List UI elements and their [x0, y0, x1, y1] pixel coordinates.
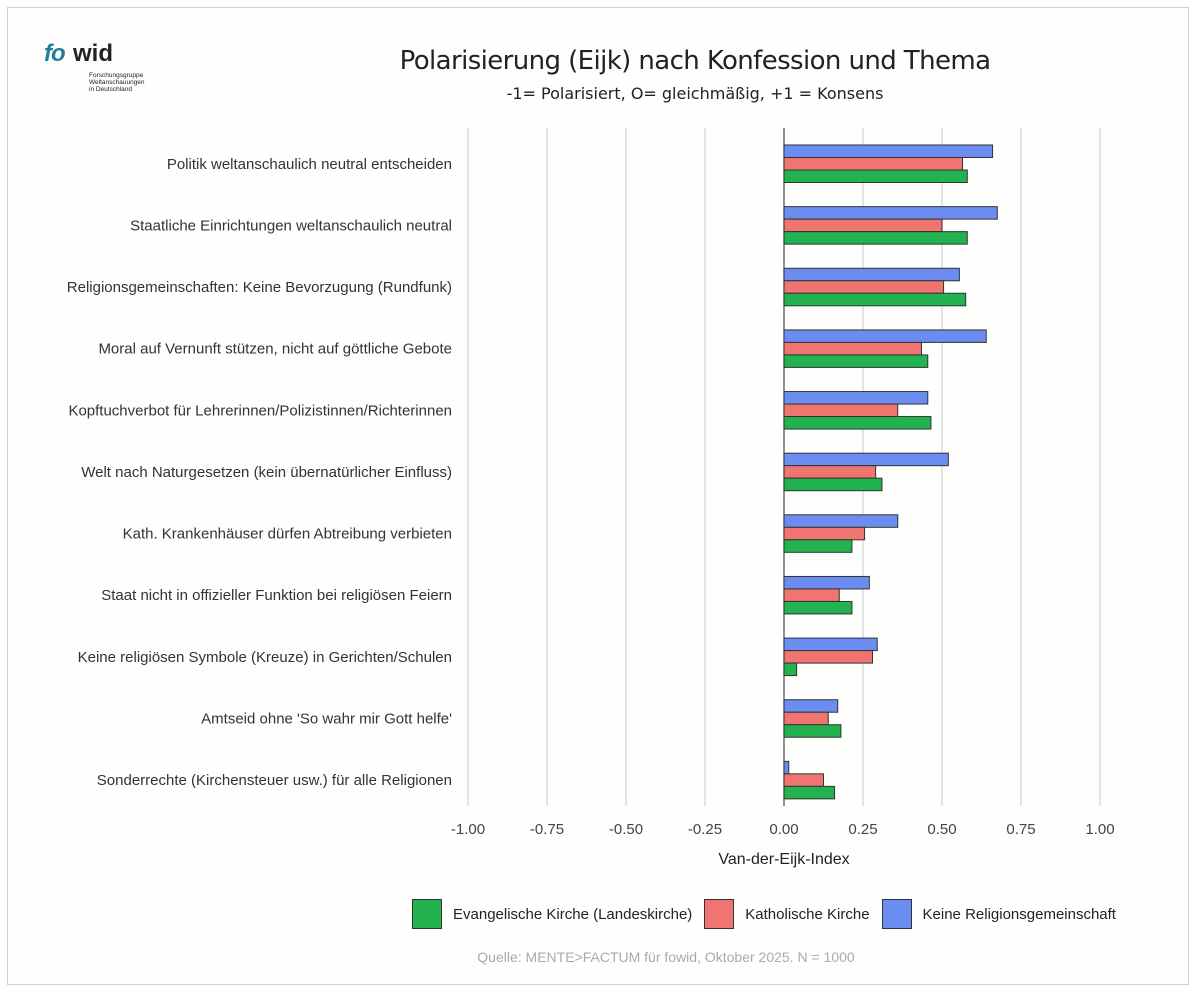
chart-subtitle: -1= Polarisiert, O= gleichmäßig, +1 = Ko… — [506, 84, 884, 103]
bar-katholische-kirche — [783, 218, 943, 233]
bar-katholische-kirche — [783, 773, 824, 787]
bar-keine-religionsgemeinschaft — [783, 329, 987, 343]
bar-evangelische-kirche-landeskirche — [783, 416, 932, 430]
bar-keine-religionsgemeinschaft — [783, 452, 949, 467]
x-tick-label: 1.00 — [1085, 821, 1114, 838]
source-note: Quelle: MENTE>FACTUM für fowid, Oktober … — [477, 949, 855, 965]
bar-evangelische-kirche-landeskirche — [783, 724, 842, 738]
x-tick-label: -0.50 — [609, 821, 643, 838]
bar-katholische-kirche — [783, 526, 866, 541]
bar-katholische-kirche — [783, 465, 877, 479]
legend-label: Katholische Kirche — [745, 905, 870, 923]
legend-label: Keine Religionsgemeinschaft — [922, 905, 1116, 923]
category-label: Sonderrechte (Kirchensteuer usw.) für al… — [97, 772, 452, 789]
bar-evangelische-kirche-landeskirche — [783, 785, 836, 800]
bar-keine-religionsgemeinschaft — [783, 760, 790, 775]
legend-swatch — [704, 899, 735, 929]
fowid-logo: fo wid Forschungsgruppe Weltanschauungen… — [44, 40, 154, 102]
legend-item: Keine Religionsgemeinschaft — [881, 899, 1116, 929]
bar-katholische-kirche — [783, 711, 829, 726]
category-label: Staat nicht in offizieller Funktion bei … — [101, 587, 452, 604]
category-label: Kopftuchverbot für Lehrerinnen/Polizisti… — [68, 402, 452, 419]
chart-title: Polarisierung (Eijk) nach Konfession und… — [399, 46, 991, 76]
legend-label: Evangelische Kirche (Landeskirche) — [453, 905, 693, 923]
bar-katholische-kirche — [783, 280, 945, 294]
bar-katholische-kirche — [783, 157, 964, 171]
bar-evangelische-kirche-landeskirche — [783, 600, 853, 615]
chart-legend: Evangelische Kirche (Landeskirche) Kathol… — [412, 898, 1128, 930]
logo-sub-line: Forschungsgruppe — [89, 72, 144, 79]
logo-sub-line: in Deutschland — [89, 86, 132, 93]
bar-evangelische-kirche-landeskirche — [783, 477, 883, 492]
x-tick-label: 0.75 — [1006, 821, 1035, 838]
legend-item: Katholische Kirche — [704, 899, 870, 929]
category-label: Moral auf Vernunft stützen, nicht auf gö… — [98, 341, 452, 358]
legend-swatch — [412, 899, 442, 929]
bar-keine-religionsgemeinschaft — [783, 699, 839, 713]
bar-evangelische-kirche-landeskirche — [783, 169, 968, 183]
bar-katholische-kirche — [783, 588, 840, 602]
category-label: Keine religiösen Symbole (Kreuze) in Ger… — [78, 649, 452, 666]
category-label: Politik weltanschaulich neutral entschei… — [167, 156, 452, 173]
logo-wid-text: wid — [73, 40, 113, 67]
bar-evangelische-kirche-landeskirche — [783, 231, 968, 245]
bar-keine-religionsgemeinschaft — [783, 206, 998, 220]
bar-evangelische-kirche-landeskirche — [783, 662, 798, 677]
x-tick-label: 0.50 — [927, 821, 956, 838]
bar-keine-religionsgemeinschaft — [783, 144, 994, 158]
x-tick-label: 0.25 — [848, 821, 877, 838]
x-tick-label: -0.25 — [688, 821, 722, 838]
bar-katholische-kirche — [783, 341, 922, 356]
bar-evangelische-kirche-landeskirche — [783, 354, 929, 368]
bar-katholische-kirche — [783, 650, 873, 664]
x-tick-label: 0.00 — [769, 821, 798, 838]
x-tick-label: -0.75 — [530, 821, 564, 838]
bar-keine-religionsgemeinschaft — [783, 637, 878, 652]
x-axis-title: Van-der-Eijk-Index — [718, 851, 849, 868]
bar-keine-religionsgemeinschaft — [783, 575, 870, 590]
category-label: Welt nach Naturgesetzen (kein übernatürl… — [81, 464, 452, 481]
category-label: Amtseid ohne 'So wahr mir Gott helfe' — [201, 710, 452, 727]
logo-sub-line: Weltanschauungen — [89, 79, 145, 86]
logo-fo-text: fo — [44, 40, 66, 67]
bar-evangelische-kirche-landeskirche — [783, 292, 967, 307]
legend-swatch — [881, 899, 912, 929]
legend-item: Evangelische Kirche (Landeskirche) — [412, 899, 692, 929]
chart-frame — [7, 7, 1189, 985]
bar-keine-religionsgemeinschaft — [783, 514, 899, 528]
logo-subtitle: Forschungsgruppe Weltanschauungen in Deu… — [89, 72, 159, 93]
category-label: Kath. Krankenhäuser dürfen Abtreibung ve… — [123, 526, 452, 543]
bar-keine-religionsgemeinschaft — [783, 391, 929, 405]
bar-chart: -1.00 -0.75 -0.50 -0.25 0.00 0.25 0.50 0.75 1.00… — [67, 128, 1115, 868]
category-label: Staatliche Einrichtungen weltanschaulich… — [130, 217, 452, 234]
bar-keine-religionsgemeinschaft — [783, 267, 960, 282]
bar-katholische-kirche — [783, 403, 899, 418]
x-tick-label: -1.00 — [451, 821, 485, 838]
bar-evangelische-kirche-landeskirche — [783, 539, 853, 553]
category-label: Religionsgemeinschaften: Keine Bevorzugu… — [67, 279, 452, 296]
